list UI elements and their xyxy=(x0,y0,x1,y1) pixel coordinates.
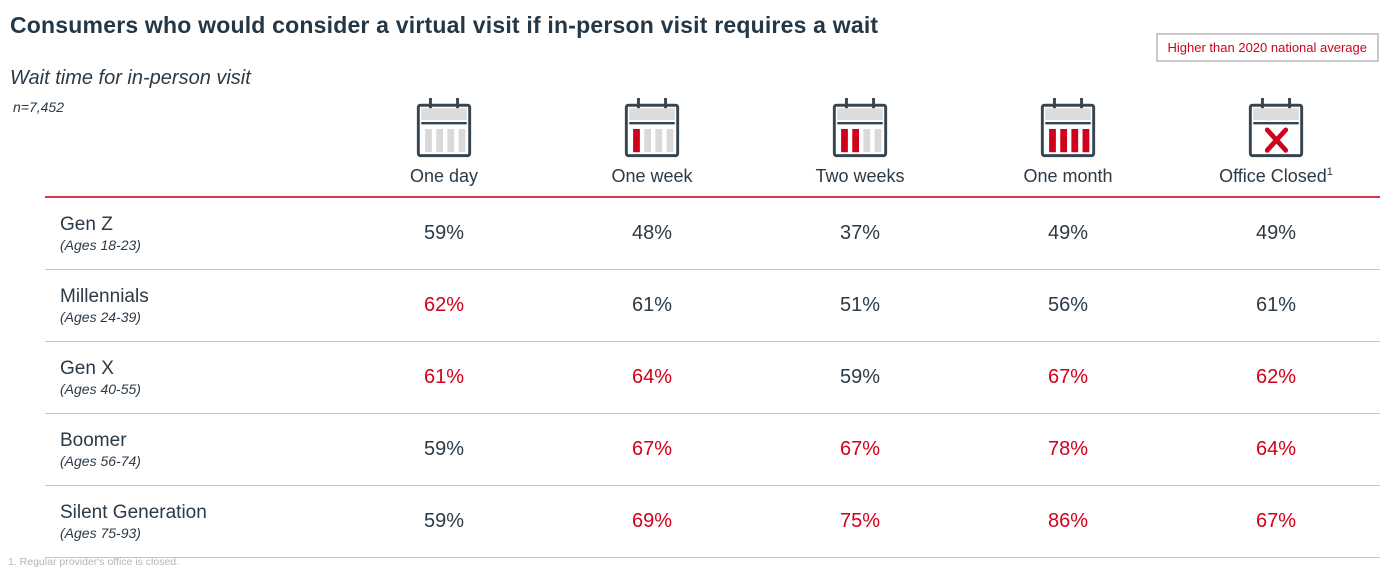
sample-size-label: n=7,452 xyxy=(13,99,64,115)
column-header-one-day: One day xyxy=(340,95,548,187)
value-cell: 86% xyxy=(1047,510,1089,532)
generation-name: Millennials xyxy=(60,286,149,307)
generation-age-range: (Ages 75-93) xyxy=(60,525,141,541)
column-header-one-month: One month xyxy=(964,95,1172,187)
calendar-one-red-bar-icon xyxy=(624,97,680,158)
generation-age-range: (Ages 40-55) xyxy=(60,381,141,397)
generation-cell: Boomer (Ages 56-74) xyxy=(45,430,340,469)
value-cell: 62% xyxy=(1255,366,1297,388)
value-cell: 67% xyxy=(839,438,881,460)
footnote-marker: 1 xyxy=(1326,166,1333,178)
column-header-one-week: One week xyxy=(548,95,756,187)
generation-name: Boomer xyxy=(60,430,127,451)
calendar-no-red-bars-icon xyxy=(416,97,472,158)
column-header-label: One day xyxy=(409,166,479,186)
column-header-label: Two weeks xyxy=(815,166,905,186)
value-cell: 37% xyxy=(839,222,881,244)
table-row-gen-z: Gen Z (Ages 18-23) 59% 48% 37% 49% 49% xyxy=(45,198,1380,270)
value-cell: 61% xyxy=(423,366,465,388)
generation-cell: Gen Z (Ages 18-23) xyxy=(45,214,340,253)
value-cell: 59% xyxy=(839,366,881,388)
page-title: Consumers who would consider a virtual v… xyxy=(10,12,879,38)
value-cell: 56% xyxy=(1047,294,1089,316)
value-cell: 49% xyxy=(1047,222,1089,244)
chart-subtitle: Wait time for in-person visit xyxy=(10,67,251,89)
column-header-office-closed: Office Closed1 xyxy=(1172,95,1380,187)
generation-cell: Silent Generation (Ages 75-93) xyxy=(45,502,340,541)
value-cell: 61% xyxy=(631,294,673,316)
calendar-x-icon xyxy=(1248,97,1304,158)
value-cell: 51% xyxy=(839,294,881,316)
value-cell: 59% xyxy=(423,510,465,532)
column-header-label: Office Closed1 xyxy=(1219,166,1333,186)
value-cell: 64% xyxy=(1255,438,1297,460)
legend-higher-than-average-flag: Higher than 2020 national average xyxy=(1155,33,1379,62)
value-cell: 69% xyxy=(631,510,673,532)
generation-cell: Millennials (Ages 24-39) xyxy=(45,286,340,325)
value-cell: 49% xyxy=(1255,222,1297,244)
value-cell: 64% xyxy=(631,366,673,388)
table-header-row: One day One week Two weeks One month Off… xyxy=(45,92,1380,198)
generation-name: Gen Z xyxy=(60,214,113,235)
generation-age-range: (Ages 56-74) xyxy=(60,453,141,469)
value-cell: 59% xyxy=(423,438,465,460)
calendar-two-red-bars-icon xyxy=(832,97,888,158)
value-cell: 78% xyxy=(1047,438,1089,460)
generation-name: Gen X xyxy=(60,358,114,379)
column-header-two-weeks: Two weeks xyxy=(756,95,964,187)
value-cell: 67% xyxy=(631,438,673,460)
value-cell: 67% xyxy=(1255,510,1297,532)
table-row-gen-x: Gen X (Ages 40-55) 61% 64% 59% 67% 62% xyxy=(45,342,1380,414)
value-cell: 59% xyxy=(423,222,465,244)
table-row-millennials: Millennials (Ages 24-39) 62% 61% 51% 56% 61% xyxy=(45,270,1380,342)
calendar-four-red-bars-icon xyxy=(1040,97,1096,158)
wait-time-table: One day One week Two weeks One month Off… xyxy=(45,92,1380,558)
generation-name: Silent Generation xyxy=(60,502,207,523)
table-row-silent-generation: Silent Generation (Ages 75-93) 59% 69% 75% 86… xyxy=(45,486,1380,558)
value-cell: 75% xyxy=(839,510,881,532)
generation-cell: Gen X (Ages 40-55) xyxy=(45,358,340,397)
value-cell: 61% xyxy=(1255,294,1297,316)
generation-age-range: (Ages 24-39) xyxy=(60,309,141,325)
column-header-label: One week xyxy=(611,166,693,186)
footnote: 1. Regular provider's office is closed. xyxy=(8,556,180,568)
legend-flag-label: Higher than 2020 national average xyxy=(1167,40,1367,55)
value-cell: 48% xyxy=(631,222,673,244)
generation-age-range: (Ages 18-23) xyxy=(60,237,141,253)
value-cell: 67% xyxy=(1047,366,1089,388)
table-row-boomer: Boomer (Ages 56-74) 59% 67% 67% 78% 64% xyxy=(45,414,1380,486)
column-header-label: One month xyxy=(1023,166,1113,186)
value-cell: 62% xyxy=(423,294,465,316)
